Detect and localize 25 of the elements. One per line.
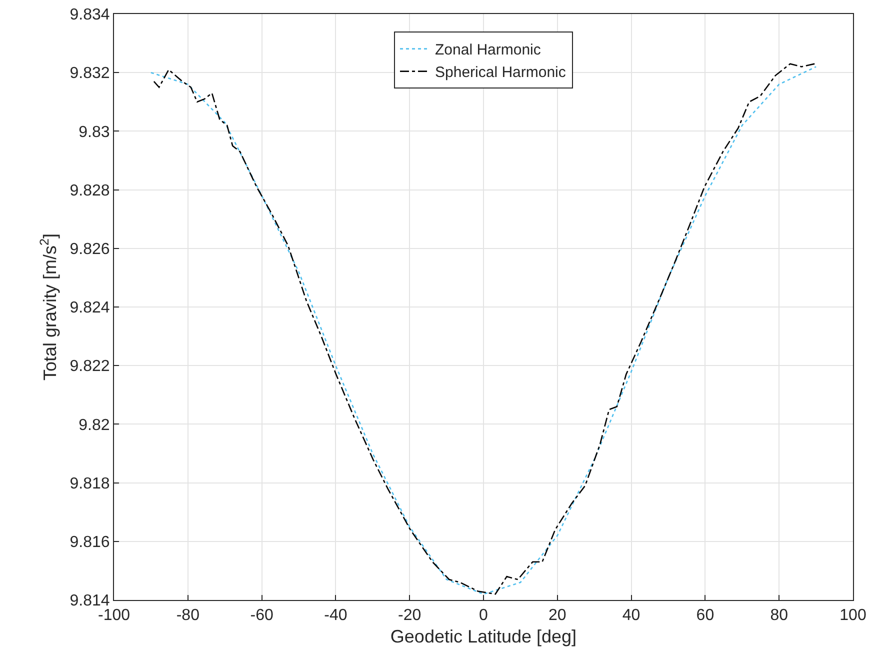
x-tick-label: -20	[398, 607, 422, 624]
legend-label: Spherical Harmonic	[435, 64, 566, 82]
x-tick-label: 0	[479, 607, 488, 624]
y-tick-label: 9.818	[70, 475, 110, 492]
x-tick-label: 80	[770, 607, 788, 624]
y-tick-label: 9.816	[70, 534, 110, 551]
y-tick-label: 9.822	[70, 358, 110, 376]
y-tick-label: 9.826	[70, 241, 110, 258]
y-tick-label: 9.814	[70, 592, 110, 610]
y-tick-label: 9.828	[70, 182, 110, 200]
y-tick-label: 9.832	[70, 65, 110, 82]
y-tick-label: 9.83	[78, 124, 110, 141]
x-tick-label: -60	[250, 607, 274, 624]
x-tick-label: -80	[176, 607, 200, 624]
x-tick-label: 60	[696, 607, 714, 624]
y-tick-label: 9.82	[78, 416, 110, 434]
x-tick-label: 40	[622, 607, 640, 624]
y-tick-label: 9.834	[70, 6, 110, 24]
x-tick-label: -40	[324, 607, 348, 624]
x-tick-label: 20	[548, 607, 566, 624]
y-tick-label: 9.824	[70, 300, 110, 317]
x-axis-title: Geodetic Latitude [deg]	[390, 626, 577, 646]
legend-label: Zonal Harmonic	[435, 42, 542, 59]
x-tick-label: 100	[840, 607, 866, 624]
x-tick-label: -100	[98, 607, 130, 624]
